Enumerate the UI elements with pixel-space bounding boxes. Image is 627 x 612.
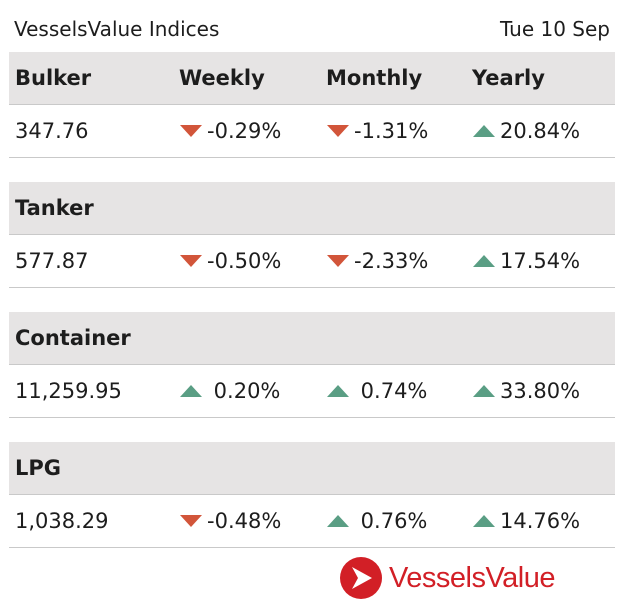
monthly-change: -2.33% bbox=[326, 249, 428, 273]
arrow-down-icon bbox=[327, 255, 349, 267]
weekly-change: -0.29% bbox=[179, 119, 281, 143]
index-header-row: Container bbox=[9, 312, 615, 365]
arrow-up-icon bbox=[473, 125, 495, 137]
index-name: Bulker bbox=[15, 66, 92, 90]
change-percent: 33.80% bbox=[500, 379, 581, 403]
index-value-row: 577.87 -0.50% -2.33% 17.54% bbox=[9, 235, 615, 288]
change-percent: 20.84% bbox=[500, 119, 581, 143]
arrow-up-icon bbox=[327, 515, 349, 527]
title-bar: VesselsValue Indices Tue 10 Sep bbox=[14, 14, 610, 44]
logo-text: VesselsValue bbox=[389, 561, 555, 594]
index-name: Container bbox=[15, 326, 131, 350]
vesselsvalue-logo-icon bbox=[340, 557, 382, 599]
index-value: 577.87 bbox=[15, 249, 89, 273]
index-name: LPG bbox=[15, 456, 62, 480]
column-header-monthly: Monthly bbox=[326, 66, 423, 90]
change-percent: -0.50% bbox=[207, 249, 282, 273]
index-block-bulker: Bulker Weekly Monthly Yearly 347.76 -0.2… bbox=[9, 52, 615, 158]
arrow-up-icon bbox=[180, 385, 202, 397]
arrow-down-icon bbox=[327, 125, 349, 137]
change-percent: -2.33% bbox=[354, 249, 429, 273]
index-value: 1,038.29 bbox=[15, 509, 109, 533]
monthly-change: 0.74% bbox=[326, 379, 427, 403]
change-percent: 17.54% bbox=[500, 249, 581, 273]
yearly-change: 20.84% bbox=[472, 119, 580, 143]
index-header-row: Bulker Weekly Monthly Yearly bbox=[9, 52, 615, 105]
change-percent: -1.31% bbox=[354, 119, 429, 143]
index-block-tanker: Tanker 577.87 -0.50% -2.33% 17.54% bbox=[9, 182, 615, 288]
index-block-container: Container 11,259.95 0.20% 0.74% 33.80% bbox=[9, 312, 615, 418]
widget-title: VesselsValue Indices bbox=[14, 17, 220, 41]
index-value-row: 11,259.95 0.20% 0.74% 33.80% bbox=[9, 365, 615, 418]
monthly-change: -1.31% bbox=[326, 119, 428, 143]
index-value-row: 347.76 -0.29% -1.31% 20.84% bbox=[9, 105, 615, 158]
weekly-change: 0.20% bbox=[179, 379, 280, 403]
monthly-change: 0.76% bbox=[326, 509, 427, 533]
index-header-row: Tanker bbox=[9, 182, 615, 235]
arrow-down-icon bbox=[180, 515, 202, 527]
arrow-down-icon bbox=[180, 125, 202, 137]
yearly-change: 33.80% bbox=[472, 379, 580, 403]
vesselsvalue-logo[interactable]: VesselsValue bbox=[339, 556, 555, 600]
date-label: Tue 10 Sep bbox=[499, 17, 610, 41]
yearly-change: 14.76% bbox=[472, 509, 580, 533]
change-percent: -0.48% bbox=[207, 509, 282, 533]
arrow-up-icon bbox=[327, 385, 349, 397]
column-header-yearly: Yearly bbox=[472, 66, 545, 90]
index-value: 347.76 bbox=[15, 119, 89, 143]
change-percent: 0.20% bbox=[207, 379, 281, 403]
arrow-down-icon bbox=[180, 255, 202, 267]
index-name: Tanker bbox=[15, 196, 94, 220]
arrow-up-icon bbox=[473, 385, 495, 397]
arrow-up-icon bbox=[473, 255, 495, 267]
change-percent: 0.76% bbox=[354, 509, 428, 533]
index-block-lpg: LPG 1,038.29 -0.48% 0.76% 14.76% bbox=[9, 442, 615, 548]
change-percent: 14.76% bbox=[500, 509, 581, 533]
column-header-weekly: Weekly bbox=[179, 66, 265, 90]
change-percent: -0.29% bbox=[207, 119, 282, 143]
index-value-row: 1,038.29 -0.48% 0.76% 14.76% bbox=[9, 495, 615, 548]
yearly-change: 17.54% bbox=[472, 249, 580, 273]
index-header-row: LPG bbox=[9, 442, 615, 495]
index-value: 11,259.95 bbox=[15, 379, 122, 403]
arrow-up-icon bbox=[473, 515, 495, 527]
weekly-change: -0.50% bbox=[179, 249, 281, 273]
weekly-change: -0.48% bbox=[179, 509, 281, 533]
change-percent: 0.74% bbox=[354, 379, 428, 403]
